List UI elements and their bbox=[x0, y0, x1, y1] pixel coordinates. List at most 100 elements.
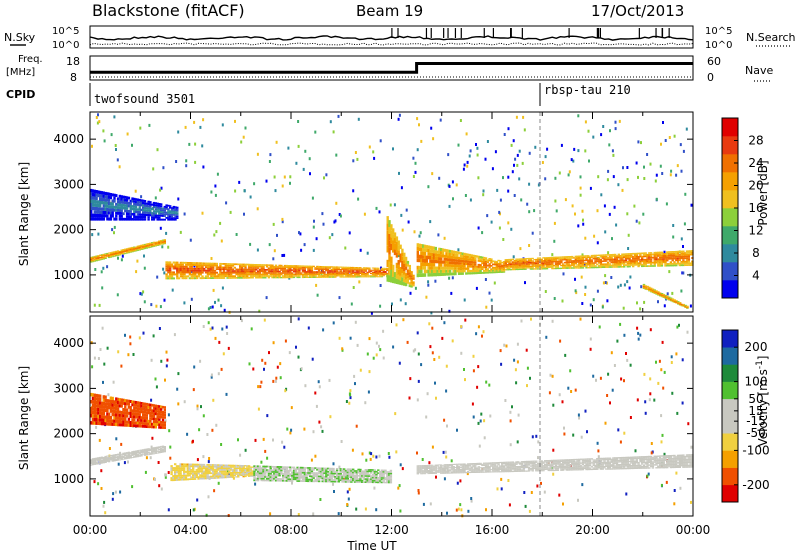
scatter-cell bbox=[430, 311, 433, 315]
band-cell bbox=[93, 459, 96, 461]
freq-tick-bottom: 8 bbox=[70, 71, 77, 84]
band-cell bbox=[687, 259, 690, 261]
band-cell bbox=[493, 270, 497, 272]
scatter-cell bbox=[355, 507, 358, 511]
scatter-cell bbox=[338, 213, 341, 216]
scatter-cell bbox=[217, 481, 220, 485]
band-cell bbox=[474, 255, 477, 258]
scatter-cell bbox=[530, 317, 532, 321]
band-cell bbox=[635, 260, 638, 263]
band-cell bbox=[107, 254, 111, 256]
scatter-cell bbox=[297, 144, 300, 148]
band-cell bbox=[113, 251, 116, 253]
scatter-cell bbox=[564, 198, 567, 202]
scatter-cell bbox=[622, 306, 625, 310]
scatter-cell bbox=[526, 366, 529, 370]
scatter-cell bbox=[366, 251, 369, 255]
band-cell bbox=[562, 257, 565, 260]
band-cell bbox=[527, 265, 531, 268]
band-cell bbox=[206, 275, 210, 278]
band-cell bbox=[226, 464, 229, 467]
band-cell bbox=[470, 256, 473, 259]
band-cell bbox=[443, 266, 446, 270]
band-cell bbox=[140, 454, 143, 455]
band-cell bbox=[404, 273, 408, 277]
band-cell bbox=[450, 253, 454, 256]
band-cell bbox=[184, 474, 188, 477]
scatter-cell bbox=[412, 156, 415, 160]
band-cell bbox=[377, 272, 380, 274]
band-cell bbox=[501, 266, 504, 268]
band-cell bbox=[664, 263, 667, 265]
band-cell bbox=[97, 457, 100, 459]
scatter-cell bbox=[676, 325, 679, 329]
band-cell bbox=[93, 258, 96, 260]
band-cell bbox=[249, 265, 253, 268]
band-cell bbox=[468, 260, 472, 264]
band-cell bbox=[113, 255, 116, 257]
band-cell bbox=[269, 272, 272, 274]
band-cell bbox=[472, 267, 475, 270]
band-cell bbox=[199, 267, 202, 270]
band-cell bbox=[133, 450, 136, 452]
scatter-cell bbox=[298, 231, 300, 235]
band-cell bbox=[213, 472, 217, 474]
scatter-cell bbox=[611, 149, 614, 153]
scatter-cell bbox=[584, 236, 587, 240]
band-cell bbox=[169, 217, 172, 219]
scatter-cell bbox=[409, 377, 412, 381]
scatter-cell bbox=[629, 363, 632, 367]
band-cell bbox=[362, 271, 366, 273]
band-cell bbox=[556, 260, 559, 263]
scatter-cell bbox=[379, 304, 382, 308]
band-cell bbox=[303, 273, 306, 276]
band-cell bbox=[181, 271, 184, 274]
band-cell bbox=[307, 273, 310, 276]
band-cell bbox=[246, 275, 249, 277]
band-cell bbox=[169, 275, 172, 278]
band-cell bbox=[111, 255, 114, 257]
scatter-cell bbox=[372, 150, 375, 154]
band-cell bbox=[124, 195, 127, 199]
band-cell bbox=[109, 458, 113, 460]
band-cell bbox=[465, 267, 468, 270]
band-cell bbox=[675, 250, 678, 253]
band-cell bbox=[217, 266, 220, 269]
band-cell bbox=[623, 266, 626, 268]
band-cell bbox=[177, 263, 181, 266]
scatter-cell bbox=[375, 455, 378, 459]
band-cell bbox=[170, 271, 174, 274]
band-cell bbox=[646, 260, 649, 262]
band-cell bbox=[106, 459, 109, 461]
band-cell bbox=[211, 472, 215, 474]
band-cell bbox=[401, 252, 404, 257]
band-cell bbox=[260, 276, 263, 279]
band-cell bbox=[258, 268, 262, 271]
band-cell bbox=[468, 256, 472, 259]
band-cell bbox=[438, 250, 441, 254]
band-cell bbox=[129, 204, 132, 208]
scatter-cell bbox=[553, 297, 556, 300]
scatter-cell bbox=[169, 445, 172, 449]
band-cell bbox=[116, 459, 120, 461]
band-cell bbox=[127, 215, 131, 218]
scatter-cell bbox=[636, 326, 639, 330]
scatter-cell bbox=[114, 144, 117, 147]
band-cell bbox=[390, 263, 393, 270]
band-cell bbox=[364, 267, 367, 269]
band-cell bbox=[125, 204, 129, 208]
scatter-cell bbox=[272, 257, 275, 261]
band-cell bbox=[578, 264, 581, 266]
band-cell bbox=[107, 255, 111, 257]
band-cell bbox=[308, 268, 312, 270]
band-cell bbox=[213, 277, 217, 279]
band-cell bbox=[603, 257, 606, 259]
band-cell bbox=[93, 257, 96, 259]
band-cell bbox=[100, 461, 104, 463]
band-cell bbox=[357, 268, 360, 270]
band-cell bbox=[212, 268, 215, 270]
band-cell bbox=[131, 246, 134, 248]
band-cell bbox=[646, 255, 649, 258]
band-cell bbox=[95, 462, 98, 464]
band-cell bbox=[149, 242, 152, 244]
